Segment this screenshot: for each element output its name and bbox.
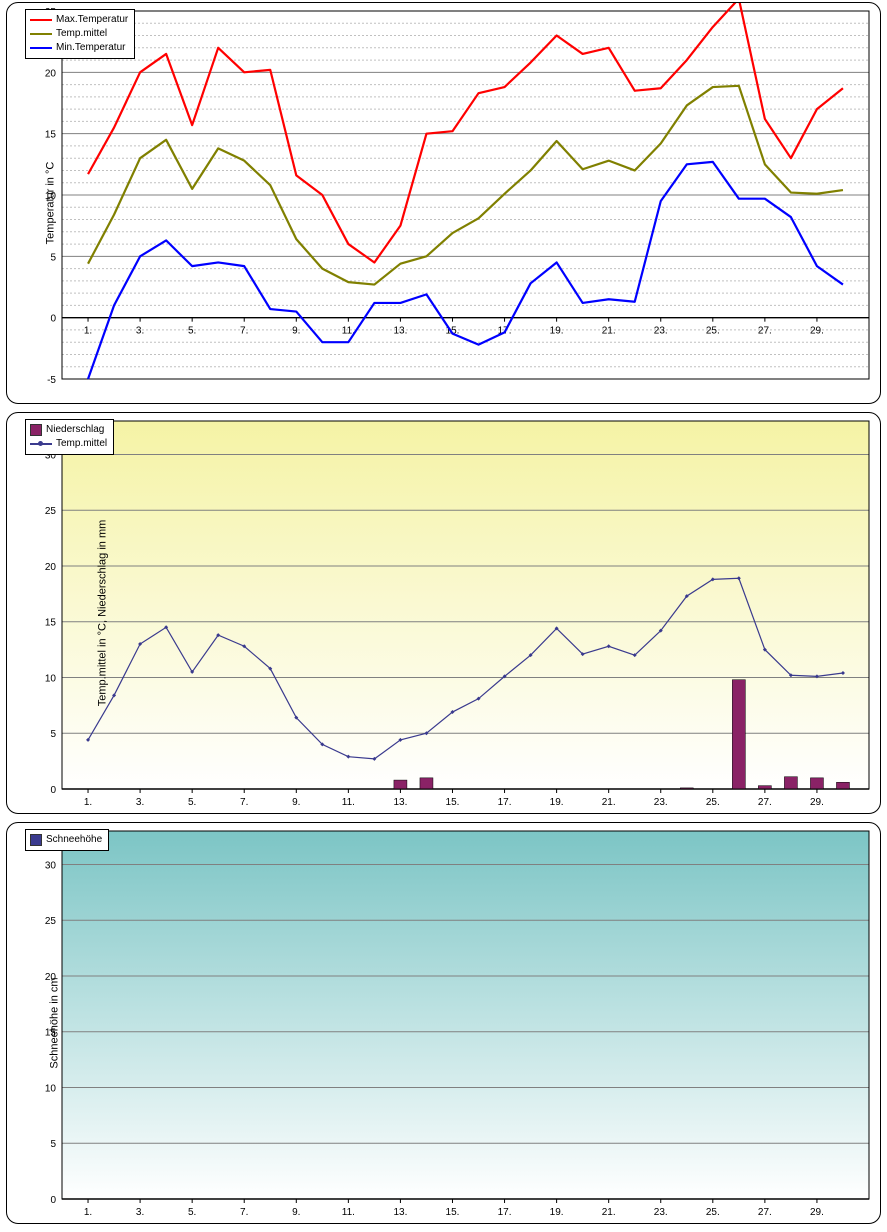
legend-swatch-mean2 (30, 443, 52, 445)
svg-text:9.: 9. (292, 1207, 300, 1218)
svg-text:9.: 9. (292, 797, 300, 808)
svg-text:13.: 13. (393, 797, 407, 808)
svg-text:21.: 21. (602, 326, 616, 337)
svg-text:13.: 13. (393, 326, 407, 337)
legend-label-mean2: Temp.mittel (56, 437, 107, 451)
ylabel-chart2: Temp.mittel in °C, Niederschlag in mm (96, 520, 108, 707)
svg-text:5.: 5. (188, 1207, 196, 1218)
svg-text:27.: 27. (758, 326, 772, 337)
svg-text:5: 5 (50, 252, 56, 263)
svg-text:17.: 17. (498, 797, 512, 808)
svg-text:19.: 19. (550, 1207, 564, 1218)
svg-text:13.: 13. (393, 1207, 407, 1218)
svg-text:27.: 27. (758, 1207, 772, 1218)
legend-label-precip: Niederschlag (46, 423, 104, 437)
legend-label-max: Max.Temperatur (56, 13, 128, 27)
svg-text:5.: 5. (188, 326, 196, 337)
svg-text:11.: 11. (342, 797, 355, 808)
svg-text:25: 25 (45, 506, 57, 517)
svg-text:25: 25 (45, 916, 57, 927)
svg-text:10: 10 (45, 673, 57, 684)
svg-text:25.: 25. (706, 326, 720, 337)
svg-text:11.: 11. (342, 1207, 355, 1218)
svg-text:0: 0 (50, 785, 56, 796)
svg-text:29.: 29. (810, 326, 824, 337)
legend-label-min: Min.Temperatur (56, 41, 125, 55)
svg-text:10: 10 (45, 1083, 57, 1094)
svg-text:1.: 1. (84, 1207, 92, 1218)
svg-text:15: 15 (45, 618, 57, 629)
svg-text:17.: 17. (498, 1207, 512, 1218)
legend-swatch-precip (30, 424, 42, 436)
svg-text:25.: 25. (706, 1207, 720, 1218)
svg-text:29.: 29. (810, 1207, 824, 1218)
svg-text:19.: 19. (550, 797, 564, 808)
snow-chart-panel: Schneehöhe Schneehöhe in cm 051015202530… (6, 822, 881, 1224)
svg-text:5: 5 (50, 729, 56, 740)
svg-text:29.: 29. (810, 797, 824, 808)
svg-text:30: 30 (45, 860, 57, 871)
svg-text:25.: 25. (706, 797, 720, 808)
svg-text:21.: 21. (602, 1207, 616, 1218)
svg-text:9.: 9. (292, 326, 300, 337)
svg-text:0: 0 (50, 314, 56, 325)
chart3-svg: 0510152025301.3.5.7.9.11.13.15.17.19.21.… (7, 823, 877, 1223)
svg-text:3.: 3. (136, 797, 144, 808)
svg-text:21.: 21. (602, 797, 616, 808)
legend-chart1: Max.Temperatur Temp.mittel Min.Temperatu… (25, 9, 135, 59)
svg-text:1.: 1. (84, 797, 92, 808)
svg-text:3.: 3. (136, 326, 144, 337)
svg-text:20: 20 (45, 562, 57, 573)
svg-text:15.: 15. (446, 1207, 460, 1218)
legend-swatch-max (30, 19, 52, 21)
temperature-chart-panel: Max.Temperatur Temp.mittel Min.Temperatu… (6, 2, 881, 404)
chart2-svg: 0510152025301.3.5.7.9.11.13.15.17.19.21.… (7, 413, 877, 813)
legend-swatch-snow (30, 834, 42, 846)
svg-text:23.: 23. (654, 797, 668, 808)
svg-text:15: 15 (45, 130, 57, 141)
svg-text:7.: 7. (240, 1207, 248, 1218)
svg-text:20: 20 (45, 68, 57, 79)
ylabel-chart1: Temperatur in °C (44, 162, 56, 245)
precipitation-chart-panel: Niederschlag Temp.mittel Temp.mittel in … (6, 412, 881, 814)
svg-text:5.: 5. (188, 797, 196, 808)
legend-chart3: Schneehöhe (25, 829, 109, 851)
svg-text:19.: 19. (550, 326, 564, 337)
svg-text:5: 5 (50, 1139, 56, 1150)
svg-text:-5: -5 (47, 375, 56, 386)
svg-text:7.: 7. (240, 326, 248, 337)
svg-text:3.: 3. (136, 1207, 144, 1218)
svg-text:23.: 23. (654, 1207, 668, 1218)
legend-swatch-min (30, 47, 52, 49)
ylabel-chart3: Schneehöhe in cm (49, 977, 61, 1068)
svg-text:1.: 1. (84, 326, 92, 337)
legend-chart2: Niederschlag Temp.mittel (25, 419, 114, 455)
svg-text:0: 0 (50, 1195, 56, 1206)
legend-swatch-mean (30, 33, 52, 35)
legend-label-mean: Temp.mittel (56, 27, 107, 41)
svg-text:27.: 27. (758, 797, 772, 808)
svg-text:15.: 15. (446, 797, 460, 808)
chart1-svg: -505101520251.3.5.7.9.11.13.15.17.19.21.… (7, 3, 877, 403)
svg-text:7.: 7. (240, 797, 248, 808)
legend-label-snow: Schneehöhe (46, 833, 102, 847)
svg-text:23.: 23. (654, 326, 668, 337)
